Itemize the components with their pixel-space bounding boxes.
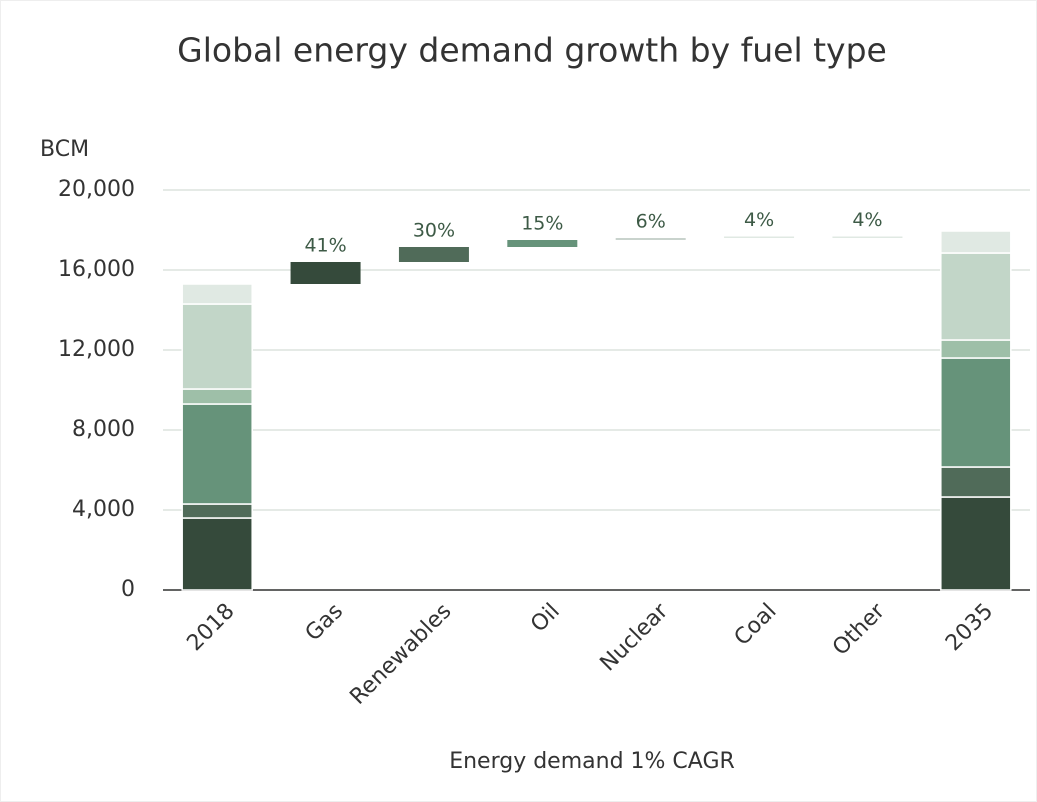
stack-segment xyxy=(940,230,1012,254)
change-bar xyxy=(398,247,469,262)
y-tick-label: 4,000 xyxy=(72,497,135,522)
share-label: 41% xyxy=(304,235,346,257)
chart-title: Global energy demand growth by fuel type xyxy=(177,31,887,70)
y-tick-label: 16,000 xyxy=(58,257,135,282)
change-bar xyxy=(615,238,686,240)
share-label: 15% xyxy=(521,213,563,235)
y-tick-label: 12,000 xyxy=(58,337,135,362)
stack-segment xyxy=(940,339,1012,359)
change-bar xyxy=(507,240,578,247)
stack-segment xyxy=(181,388,253,405)
y-tick-label: 0 xyxy=(121,577,135,602)
change-bar xyxy=(724,236,795,238)
stack-segment xyxy=(940,357,1012,468)
stack-segment xyxy=(181,303,253,390)
stack-segment xyxy=(181,503,253,519)
change-bar xyxy=(290,262,361,284)
share-label: 6% xyxy=(636,211,666,233)
stack-segment xyxy=(181,517,253,591)
stack-segment xyxy=(181,403,253,505)
y-axis-label: BCM xyxy=(40,137,89,162)
change-bar xyxy=(832,236,903,238)
y-tick-label: 20,000 xyxy=(58,177,135,202)
share-label: 30% xyxy=(413,220,455,242)
stack-segment xyxy=(940,496,1012,591)
share-label: 4% xyxy=(744,209,774,231)
stack-segment xyxy=(940,466,1012,498)
share-label: 4% xyxy=(852,209,882,231)
x-axis-label: Energy demand 1% CAGR xyxy=(449,749,735,774)
stack-segment xyxy=(181,283,253,305)
y-tick-label: 8,000 xyxy=(72,417,135,442)
stack-segment xyxy=(940,252,1012,341)
